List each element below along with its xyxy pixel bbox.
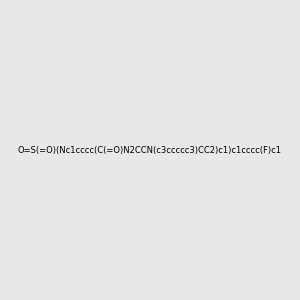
Text: O=S(=O)(Nc1cccc(C(=O)N2CCN(c3ccccc3)CC2)c1)c1cccc(F)c1: O=S(=O)(Nc1cccc(C(=O)N2CCN(c3ccccc3)CC2)… <box>18 146 282 154</box>
